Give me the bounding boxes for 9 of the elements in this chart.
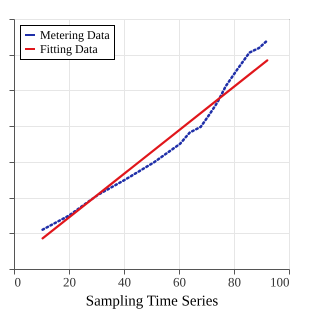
x-axis-title: Sampling Time Series <box>86 294 218 310</box>
x-tick-label: 40 <box>118 274 131 290</box>
x-tick-label: 0 <box>14 274 21 290</box>
x-tick-label: 100 <box>270 274 290 290</box>
x-tick-label: 60 <box>173 274 186 290</box>
legend-label: Fitting Data <box>40 42 98 56</box>
x-tick-label: 80 <box>228 274 241 290</box>
x-tick-label: 20 <box>63 274 76 290</box>
legend-label: Metering Data <box>40 28 110 42</box>
